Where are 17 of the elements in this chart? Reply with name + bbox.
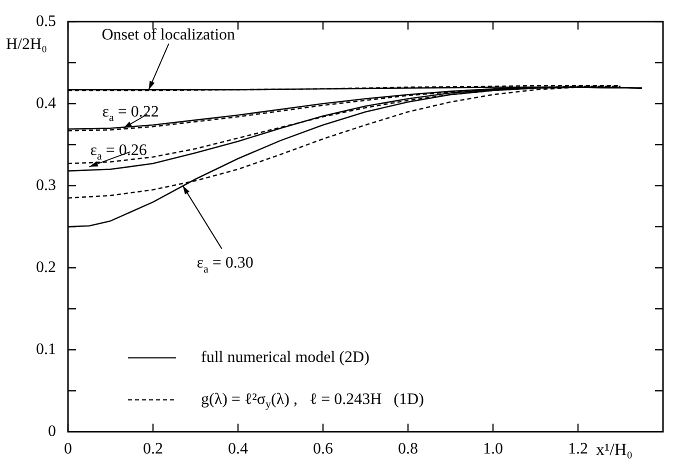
x-tick-label: 0.4 [228, 440, 248, 458]
x-tick-label: 0.8 [398, 440, 418, 458]
y-tick-label: 0.3 [36, 176, 56, 194]
x-tick-label: 1.2 [568, 440, 588, 458]
x-tick-label: 0.2 [143, 440, 163, 458]
legend-label: full numerical model (2D) [201, 349, 370, 366]
x-tick-label: 0 [64, 440, 72, 458]
x-tick-label: 0.6 [313, 440, 333, 458]
y-tick-label: 0.2 [36, 258, 56, 276]
y-axis-title: H/2H₀ [6, 36, 48, 54]
y-tick-label: 0.5 [36, 12, 56, 30]
y-tick-label: 0.1 [36, 340, 56, 358]
y-tick-label: 0 [48, 423, 56, 440]
x-tick-label: 1.0 [483, 440, 503, 458]
annotation: Onset of localization [102, 26, 236, 44]
y-tick-label: 0.4 [36, 94, 56, 112]
x-axis-title: x¹/H₀ [596, 440, 633, 460]
